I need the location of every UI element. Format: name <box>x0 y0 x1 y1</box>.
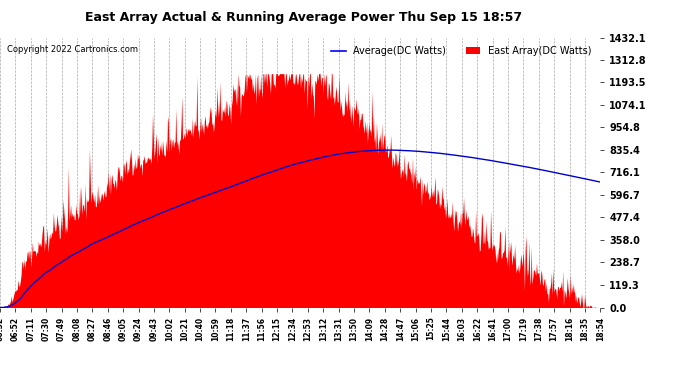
Legend: Average(DC Watts), East Array(DC Watts): Average(DC Watts), East Array(DC Watts) <box>327 42 595 60</box>
Text: Copyright 2022 Cartronics.com: Copyright 2022 Cartronics.com <box>7 45 138 54</box>
Text: East Array Actual & Running Average Power Thu Sep 15 18:57: East Array Actual & Running Average Powe… <box>85 11 522 24</box>
